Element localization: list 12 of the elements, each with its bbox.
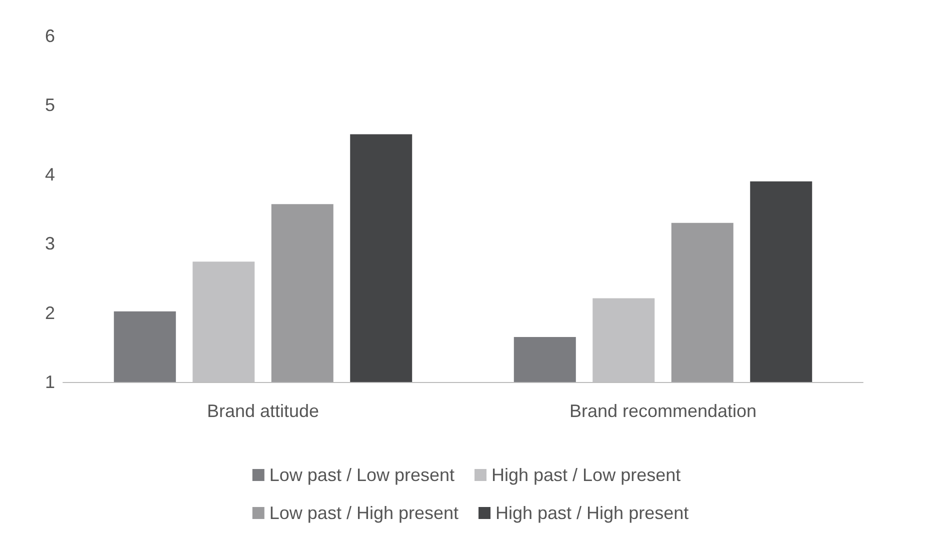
x-tick-label: Brand recommendation xyxy=(569,401,757,421)
legend-label: Low past / Low present xyxy=(269,465,455,485)
y-tick-label: 3 xyxy=(44,234,55,254)
y-tick-label: 5 xyxy=(44,95,55,116)
y-tick-label: 2 xyxy=(44,302,55,323)
y-tick-label: 4 xyxy=(44,164,55,184)
y-tick-label: 6 xyxy=(44,26,55,46)
legend-label: High past / High present xyxy=(496,503,689,523)
y-tick-label: 1 xyxy=(44,372,55,392)
legend-label: High past / Low present xyxy=(492,465,681,485)
legend-label: Low past / High present xyxy=(269,503,459,523)
x-tick-label: Brand attitude xyxy=(206,401,320,421)
